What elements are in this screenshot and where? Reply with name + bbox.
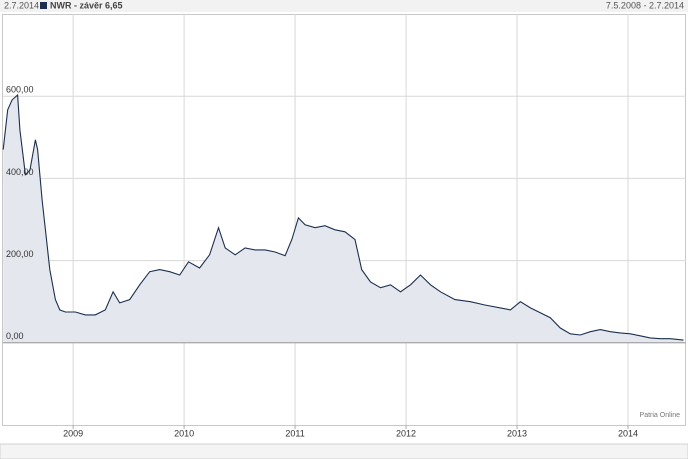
navigator bbox=[0, 443, 688, 459]
x-tick-label: 2014 bbox=[618, 428, 638, 438]
y-tick-label: 200,00 bbox=[6, 249, 34, 259]
legend-label: NWR - závěr 6,65 bbox=[50, 0, 123, 10]
price-line bbox=[2, 93, 684, 341]
header-bar bbox=[0, 0, 688, 12]
x-tick-label: 2011 bbox=[285, 428, 304, 438]
legend-swatch bbox=[40, 2, 47, 9]
date-label: 2.7.2014 bbox=[4, 0, 39, 10]
y-tick-label: 400,00 bbox=[6, 167, 34, 177]
source-label: Patria Online bbox=[640, 412, 681, 419]
range-label: 7.5.2008 - 2.7.2014 bbox=[606, 0, 684, 10]
y-tick-label: 0,00 bbox=[6, 331, 24, 341]
x-tick-label: 2013 bbox=[507, 428, 527, 438]
plot-frame bbox=[2, 14, 686, 426]
y-tick-label: 600,00 bbox=[6, 85, 34, 95]
x-tick-label: 2012 bbox=[396, 428, 416, 438]
x-tick-label: 2010 bbox=[174, 428, 194, 438]
area-fill bbox=[3, 95, 684, 343]
x-tick-label: 2009 bbox=[63, 428, 83, 438]
